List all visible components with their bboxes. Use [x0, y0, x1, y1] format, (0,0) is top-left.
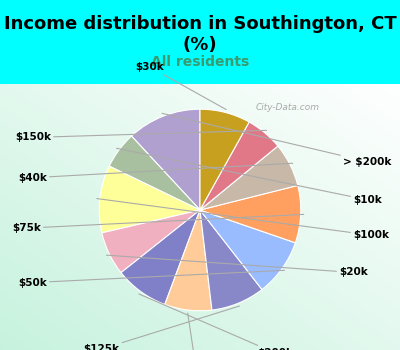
Wedge shape: [132, 109, 200, 210]
Text: All residents: All residents: [151, 55, 249, 69]
Text: $30k: $30k: [135, 62, 226, 110]
Text: Income distribution in Southington, CT
(%): Income distribution in Southington, CT (…: [4, 15, 396, 54]
Wedge shape: [99, 166, 200, 233]
Wedge shape: [102, 210, 200, 273]
Text: $125k: $125k: [83, 306, 240, 350]
Text: $200k: $200k: [139, 294, 294, 350]
Wedge shape: [200, 210, 295, 289]
Text: $60k: $60k: [180, 313, 209, 350]
Wedge shape: [165, 210, 212, 311]
Text: City-Data.com: City-Data.com: [256, 104, 320, 112]
Text: $20k: $20k: [106, 255, 368, 278]
Wedge shape: [200, 210, 262, 310]
Text: $75k: $75k: [12, 215, 304, 233]
Wedge shape: [109, 136, 200, 210]
Wedge shape: [200, 146, 298, 210]
Wedge shape: [200, 186, 301, 243]
Text: $100k: $100k: [97, 198, 389, 240]
Text: $150k: $150k: [15, 130, 266, 142]
Wedge shape: [200, 109, 249, 210]
Text: $50k: $50k: [18, 270, 284, 288]
Wedge shape: [121, 210, 200, 304]
Text: > $200k: > $200k: [162, 113, 392, 167]
Text: $10k: $10k: [116, 148, 382, 205]
Wedge shape: [200, 122, 278, 210]
Text: $40k: $40k: [18, 163, 293, 183]
